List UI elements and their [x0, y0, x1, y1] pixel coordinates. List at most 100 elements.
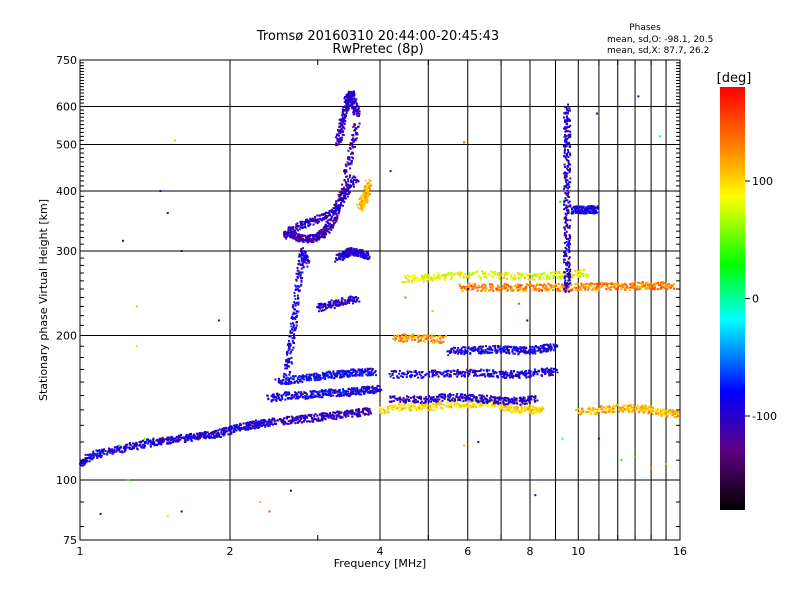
data-point — [417, 406, 420, 409]
data-point — [352, 146, 355, 149]
data-point — [542, 407, 545, 410]
data-point — [295, 310, 298, 313]
data-point — [174, 437, 177, 440]
data-point — [613, 286, 616, 289]
data-point — [541, 406, 544, 409]
data-point — [285, 394, 288, 397]
data-point — [144, 440, 147, 443]
data-point — [228, 427, 231, 430]
data-point — [442, 371, 445, 374]
data-point — [666, 415, 669, 418]
data-point — [424, 374, 427, 377]
data-point — [580, 412, 583, 415]
data-point — [415, 401, 418, 404]
data-point — [311, 396, 314, 399]
data-point — [323, 233, 326, 236]
data-point — [184, 440, 187, 443]
data-point — [440, 406, 443, 409]
data-point — [297, 310, 300, 313]
data-point — [92, 452, 95, 455]
data-point — [338, 141, 341, 144]
data-point — [456, 368, 459, 371]
data-point — [301, 226, 304, 229]
data-point — [609, 282, 612, 285]
data-point — [356, 389, 359, 392]
data-point — [528, 397, 531, 400]
data-point — [430, 339, 433, 342]
data-point — [483, 276, 486, 279]
data-point — [341, 133, 344, 136]
data-point — [462, 350, 465, 353]
data-point — [297, 376, 300, 379]
data-point — [492, 375, 495, 378]
data-point — [389, 396, 392, 399]
data-point — [339, 197, 342, 200]
data-point — [484, 285, 487, 288]
data-point — [398, 406, 401, 409]
data-point — [549, 344, 552, 347]
data-point — [496, 287, 499, 290]
data-point — [92, 454, 95, 457]
data-point — [605, 407, 608, 410]
data-point — [620, 283, 623, 286]
data-point — [278, 417, 281, 420]
data-point — [535, 345, 538, 348]
data-point — [371, 391, 374, 394]
data-point — [512, 289, 515, 292]
data-point — [263, 420, 266, 423]
data-point — [383, 409, 386, 412]
data-point — [312, 234, 315, 237]
data-point — [616, 281, 619, 284]
data-point — [430, 402, 433, 405]
data-point — [111, 452, 114, 455]
data-point — [641, 281, 644, 284]
data-point — [543, 343, 546, 346]
data-point — [350, 92, 353, 95]
data-point — [304, 397, 307, 400]
data-point — [553, 347, 556, 350]
data-point — [471, 273, 474, 276]
data-point — [449, 375, 452, 378]
data-point — [501, 347, 504, 350]
data-point — [623, 283, 626, 286]
data-point — [392, 405, 395, 408]
data-point — [350, 409, 353, 412]
data-point — [324, 216, 327, 219]
data-point — [544, 343, 547, 346]
data-point — [461, 271, 464, 274]
data-point — [206, 431, 209, 434]
data-point — [438, 401, 441, 404]
data-point — [172, 441, 175, 444]
data-point — [354, 387, 357, 390]
data-point — [453, 351, 456, 354]
data-point — [229, 425, 232, 428]
data-point — [339, 207, 342, 210]
data-point — [461, 287, 464, 290]
data-point — [529, 345, 532, 348]
data-point — [625, 283, 628, 286]
data-point — [559, 289, 562, 292]
data-point — [316, 390, 319, 393]
data-point — [467, 346, 470, 349]
data-point — [352, 374, 355, 377]
data-point — [116, 448, 119, 451]
data-point — [290, 316, 293, 319]
data-point — [435, 405, 438, 408]
data-point — [516, 283, 519, 286]
data-point — [88, 460, 91, 463]
data-point — [487, 400, 490, 403]
data-point — [337, 389, 340, 392]
data-point — [307, 261, 310, 264]
data-point — [529, 372, 532, 375]
data-point — [394, 339, 397, 342]
data-point — [420, 400, 423, 403]
data-point — [334, 209, 337, 212]
data-point — [341, 200, 344, 203]
data-point — [519, 372, 522, 375]
data-point — [354, 126, 357, 129]
data-point — [349, 372, 352, 375]
data-point — [313, 372, 316, 375]
data-point — [635, 286, 638, 289]
data-point — [297, 391, 300, 394]
data-point — [476, 286, 479, 289]
